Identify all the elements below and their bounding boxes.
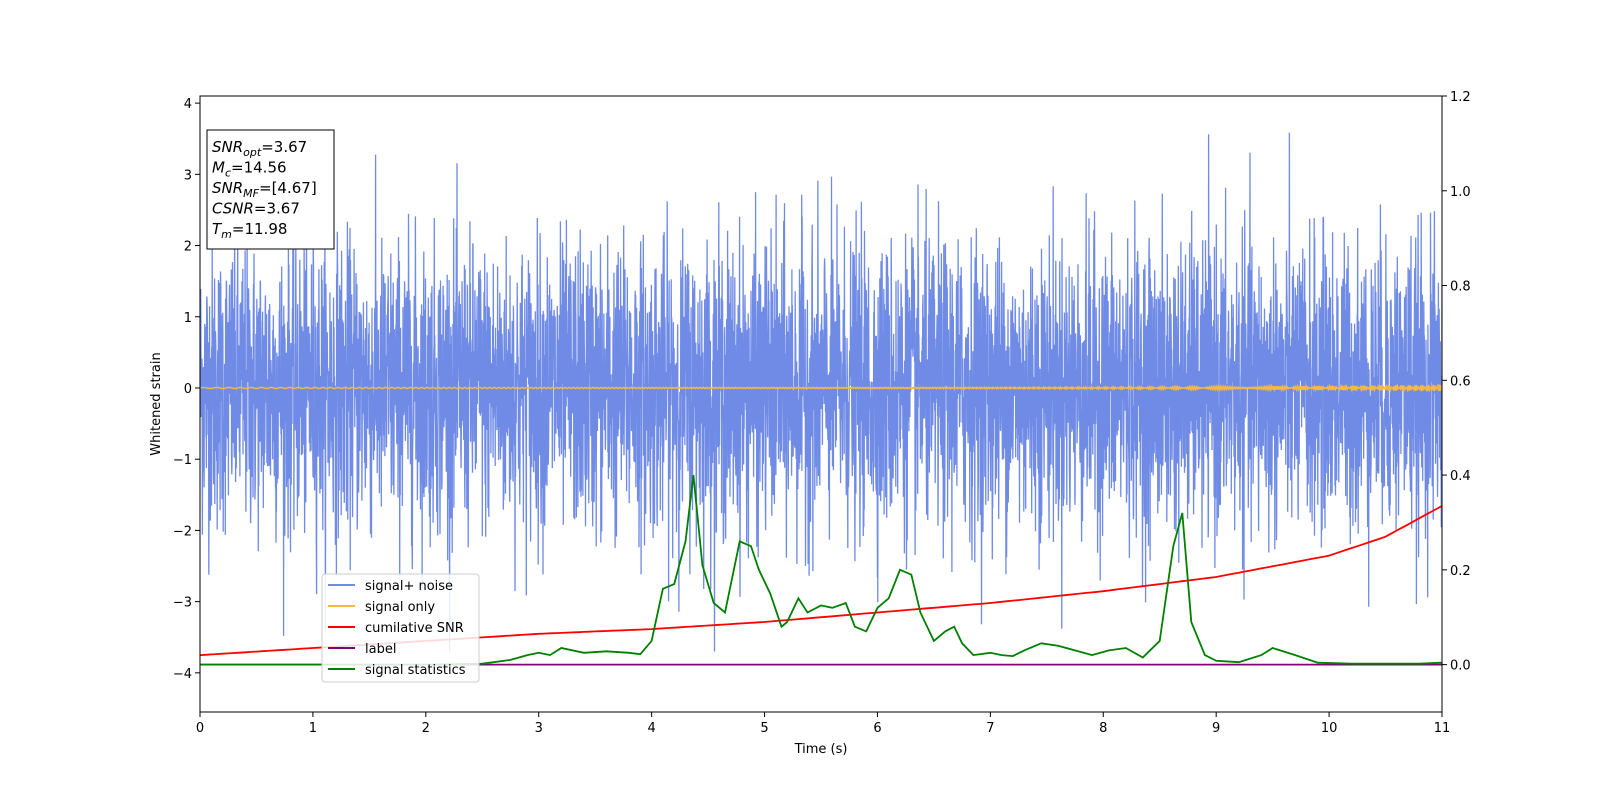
series-signal-noise (200, 132, 1442, 652)
legend-entry: label (365, 642, 396, 657)
y2-tick-label: 0.4 (1450, 469, 1471, 484)
series-signal-only (200, 383, 1442, 393)
legend-entry: signal only (365, 600, 435, 615)
plot-frame (199, 95, 1443, 713)
y-tick-label: −1 (173, 453, 192, 468)
y-tick-label: −4 (173, 667, 192, 682)
y2-tick-label: 0.8 (1450, 280, 1471, 295)
annotation-line: CSNR=3.67 (212, 200, 300, 218)
y-tick-label: −2 (173, 524, 192, 539)
y-axis-label: Whitened strain (149, 352, 164, 455)
y-tick-label: −3 (173, 596, 192, 611)
series-signal-statistics (200, 474, 1442, 666)
y2-tick-label: 0.2 (1450, 564, 1471, 579)
legend-entry: signal statistics (365, 663, 466, 678)
x-tick-label: 10 (1321, 721, 1338, 736)
y-tick-label: 2 (184, 240, 192, 255)
legend-entry: signal+ noise (365, 579, 453, 594)
annotation-line: Tm=11.98 (212, 220, 287, 241)
y-tick-label: 0 (184, 382, 192, 397)
x-tick-label: 0 (196, 721, 204, 736)
y2-tick-label: 0.6 (1450, 374, 1471, 389)
x-axis-label: Time (s) (794, 742, 848, 757)
x-tick-label: 9 (1212, 721, 1220, 736)
legend-entry: cumilative SNR (365, 621, 464, 636)
x-tick-label: 1 (309, 721, 317, 736)
y2-tick-label: 1.2 (1450, 90, 1471, 105)
annotation-line: SNRopt=3.67 (212, 138, 307, 159)
y2-tick-label: 1.0 (1450, 185, 1471, 200)
y-tick-label: 3 (184, 168, 192, 183)
annotation-line: Mc=14.56 (212, 159, 287, 180)
x-tick-label: 3 (535, 721, 543, 736)
y-tick-label: 4 (184, 97, 192, 112)
y2-tick-label: 0.0 (1450, 659, 1471, 674)
annotation-frame (206, 129, 335, 250)
x-tick-label: 8 (1099, 721, 1107, 736)
y-tick-label: 1 (184, 311, 192, 326)
x-tick-label: 7 (986, 721, 994, 736)
x-tick-label: 5 (760, 721, 768, 736)
x-tick-label: 6 (873, 721, 881, 736)
legend: signal+ noise signal only cumilative SNR la… (321, 573, 480, 683)
x-tick-label: 11 (1434, 721, 1451, 736)
annotation-line: SNRMF=[4.67] (212, 179, 317, 200)
x-tick-label: 4 (647, 721, 655, 736)
annotation-box: SNRopt=3.67Mc=14.56SNRMF=[4.67]CSNR=3.67… (206, 129, 335, 250)
legend-frame (321, 573, 480, 683)
x-tick-label: 2 (422, 721, 430, 736)
